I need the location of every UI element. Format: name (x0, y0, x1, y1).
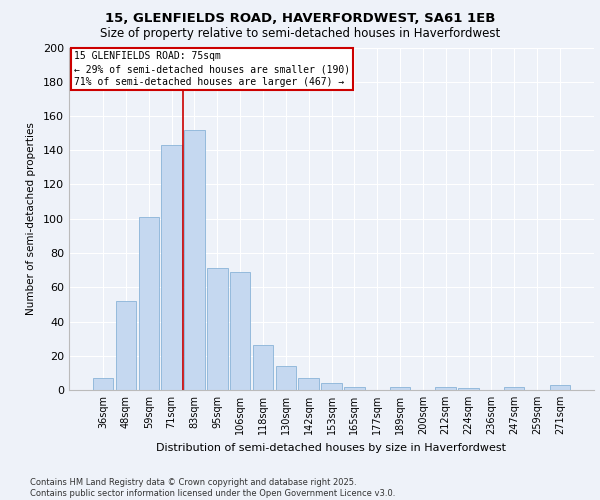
Text: 15, GLENFIELDS ROAD, HAVERFORDWEST, SA61 1EB: 15, GLENFIELDS ROAD, HAVERFORDWEST, SA61… (105, 12, 495, 26)
Bar (207, 268, 227, 390)
Bar (344, 386, 365, 390)
Bar (504, 386, 524, 390)
X-axis label: Distribution of semi-detached houses by size in Haverfordwest: Distribution of semi-detached houses by … (157, 442, 506, 452)
Bar (390, 386, 410, 390)
Bar (139, 217, 159, 390)
Bar (253, 346, 273, 390)
Text: 15 GLENFIELDS ROAD: 75sqm
← 29% of semi-detached houses are smaller (190)
71% of: 15 GLENFIELDS ROAD: 75sqm ← 29% of semi-… (74, 51, 350, 88)
Bar (161, 145, 182, 390)
Bar (116, 301, 136, 390)
Bar (275, 366, 296, 390)
Bar (550, 385, 570, 390)
Y-axis label: Number of semi-detached properties: Number of semi-detached properties (26, 122, 36, 315)
Bar (230, 272, 250, 390)
Bar (184, 130, 205, 390)
Bar (298, 378, 319, 390)
Bar (436, 386, 456, 390)
Bar (458, 388, 479, 390)
Text: Contains HM Land Registry data © Crown copyright and database right 2025.
Contai: Contains HM Land Registry data © Crown c… (30, 478, 395, 498)
Bar (93, 378, 113, 390)
Bar (321, 383, 342, 390)
Text: Size of property relative to semi-detached houses in Haverfordwest: Size of property relative to semi-detach… (100, 28, 500, 40)
